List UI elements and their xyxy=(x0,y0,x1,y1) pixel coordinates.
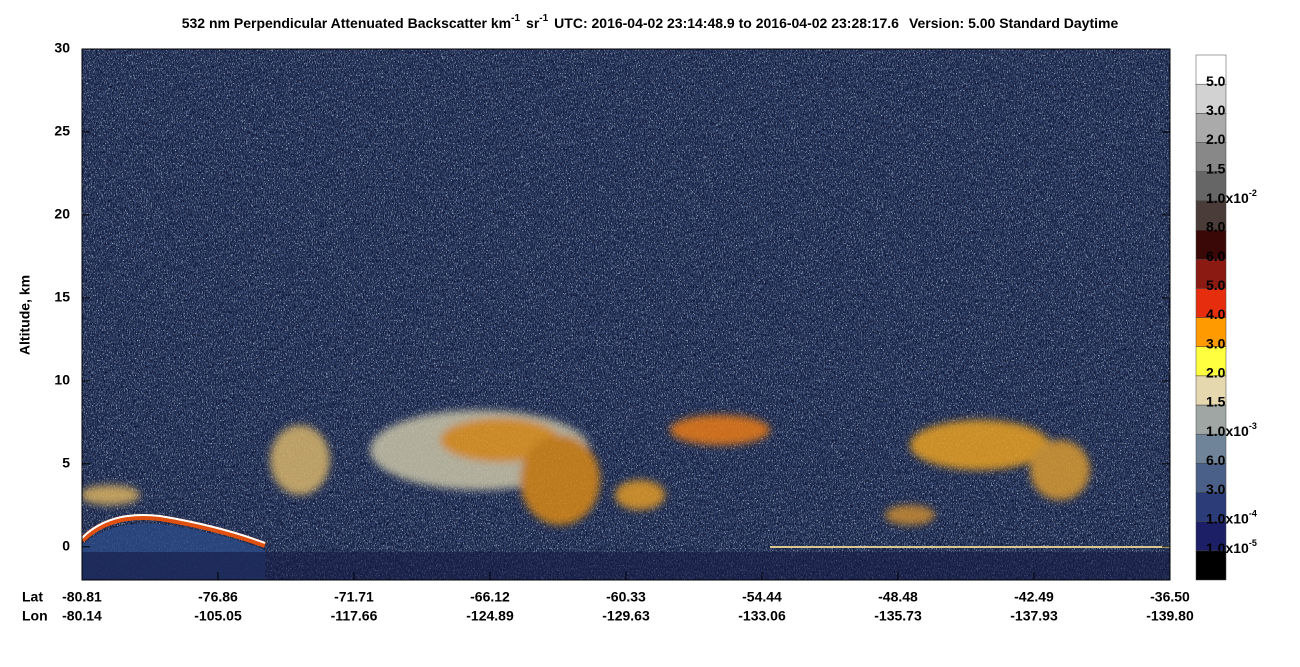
colorbar-swatch xyxy=(1195,258,1227,289)
lat-tick-label: -36.50 xyxy=(1150,589,1190,605)
colorbar-label: 4.0 xyxy=(1206,306,1226,322)
colorbar-label: 2.0 xyxy=(1206,131,1226,147)
colorbar-label: 3.0 xyxy=(1206,102,1226,118)
colorbar-label: 6.0 xyxy=(1206,452,1226,468)
colorbar-label-exp: -3 xyxy=(1249,422,1257,432)
y-tick-label: 10 xyxy=(54,372,70,388)
title-segment: 532 nm Perpendicular Attenuated Backscat… xyxy=(182,15,511,31)
lon-tick-label: -117.66 xyxy=(331,608,378,624)
colorbar-swatch xyxy=(1195,142,1227,172)
colorbar-swatch xyxy=(1195,550,1227,581)
colorbar-swatch xyxy=(1195,54,1227,85)
colorbar-swatch xyxy=(1195,521,1227,552)
lat-tick-label: -54.44 xyxy=(742,589,782,605)
colorbar-label: 8.0 xyxy=(1206,219,1226,235)
colorbar-swatch xyxy=(1195,83,1227,114)
colorbar-label-exp: -2 xyxy=(1249,188,1257,198)
lat-tick-label: -71.71 xyxy=(334,589,374,605)
colorbar-label-exp: -4 xyxy=(1249,509,1257,519)
colorbar-label: 1.0x10-2 xyxy=(1206,188,1257,205)
lon-tick-label: -124.89 xyxy=(466,608,514,624)
y-tick-label: 30 xyxy=(54,40,70,56)
lon-tick-label: -105.05 xyxy=(194,608,242,624)
lon-tick-label: -133.06 xyxy=(738,608,786,624)
lat-tick-label: -66.12 xyxy=(470,589,510,605)
lon-label: Lon xyxy=(22,608,48,624)
lon-tick-label: -135.73 xyxy=(874,608,922,624)
colorbar-label-base: 1.0x10 xyxy=(1206,510,1249,526)
colorbar: 1.0x10-51.0x10-43.06.01.0x10-31.52.03.04… xyxy=(1195,54,1257,581)
colorbar-label: 1.0x10-5 xyxy=(1206,538,1257,555)
lat-tick-label: -42.49 xyxy=(1014,589,1054,605)
lon-tick-label: -137.93 xyxy=(1010,608,1058,624)
title-segment: UTC: 2016-04-02 23:14:48.9 to 2016-04-02… xyxy=(554,15,899,31)
colorbar-swatch xyxy=(1195,113,1227,143)
y-tick-label: 25 xyxy=(54,123,70,139)
colorbar-swatch xyxy=(1195,492,1227,522)
y-tick-label: 20 xyxy=(54,206,70,222)
colorbar-label: 1.0x10-4 xyxy=(1206,509,1257,526)
colorbar-label: 5.0 xyxy=(1206,73,1226,89)
colorbar-swatch xyxy=(1195,288,1227,318)
lon-tick-label: -139.80 xyxy=(1146,608,1194,624)
y-tick-label: 0 xyxy=(62,538,70,554)
y-tick-label: 5 xyxy=(62,455,70,471)
lon-tick-label: -80.14 xyxy=(62,608,102,624)
colorbar-label-exp: -5 xyxy=(1249,538,1257,548)
colorbar-label: 1.5 xyxy=(1206,394,1226,410)
title-superscript: -1 xyxy=(511,13,520,24)
lon-tick-label: -129.63 xyxy=(602,608,650,624)
colorbar-label: 6.0 xyxy=(1206,248,1226,264)
lat-label: Lat xyxy=(22,589,43,605)
y-tick-label: 15 xyxy=(54,289,70,305)
curtain-image xyxy=(82,49,1170,580)
colorbar-label-base: 1.0x10 xyxy=(1206,540,1249,556)
colorbar-label: 5.0 xyxy=(1206,277,1226,293)
chart-title: 532 nm Perpendicular Attenuated Backscat… xyxy=(182,13,1119,31)
colorbar-label-base: 1.0x10 xyxy=(1206,190,1249,206)
colorbar-swatch xyxy=(1195,317,1227,347)
title-superscript: -1 xyxy=(539,13,548,24)
colorbar-swatch xyxy=(1195,346,1227,377)
colorbar-label: 3.0 xyxy=(1206,335,1226,351)
lat-tick-label: -48.48 xyxy=(878,589,918,605)
title-segment: Version: 5.00 Standard Daytime xyxy=(909,15,1119,31)
colorbar-label: 3.0 xyxy=(1206,481,1226,497)
colorbar-swatch xyxy=(1195,404,1227,435)
colorbar-swatch xyxy=(1195,375,1227,406)
y-axis-label: Altitude, km xyxy=(17,275,33,355)
lat-tick-label: -76.86 xyxy=(198,589,238,605)
lat-tick-label: -80.81 xyxy=(62,589,102,605)
colorbar-label: 2.0 xyxy=(1206,365,1226,381)
colorbar-label-base: 1.0x10 xyxy=(1206,423,1249,439)
colorbar-label: 1.0x10-3 xyxy=(1206,422,1257,439)
title-text: 532 nm Perpendicular Attenuated Backscat… xyxy=(182,13,1119,31)
colorbar-label: 1.5 xyxy=(1206,160,1226,176)
title-segment: sr xyxy=(526,15,540,31)
lat-tick-label: -60.33 xyxy=(606,589,646,605)
